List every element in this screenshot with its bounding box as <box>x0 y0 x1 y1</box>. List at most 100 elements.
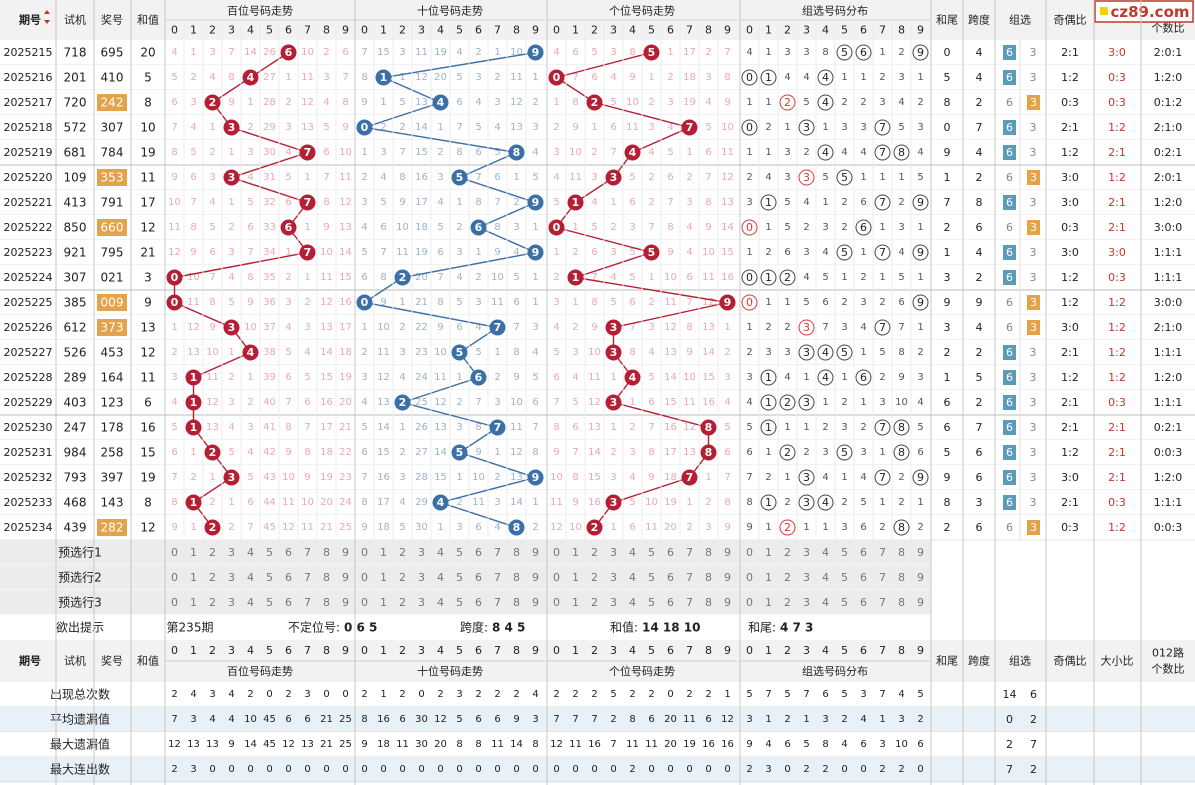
pre-row-digit-6[interactable]: 6 <box>860 571 867 584</box>
pre-row-digit-5[interactable]: 5 <box>841 546 848 559</box>
pre-row-digit-4[interactable]: 4 <box>629 571 636 584</box>
pre-row-digit-9[interactable]: 9 <box>724 596 731 609</box>
pre-row-digit-3[interactable]: 3 <box>803 596 810 609</box>
pre-row-digit-9[interactable]: 9 <box>917 546 924 559</box>
pre-row-digit-3[interactable]: 3 <box>228 571 235 584</box>
pre-row-digit-7[interactable]: 7 <box>686 546 693 559</box>
pre-row-digit-8[interactable]: 8 <box>705 546 712 559</box>
pre-row-digit-1[interactable]: 1 <box>190 546 197 559</box>
pre-row-digit-8[interactable]: 8 <box>513 596 520 609</box>
pre-row-digit-3[interactable]: 3 <box>228 546 235 559</box>
pre-row-digit-1[interactable]: 1 <box>380 571 387 584</box>
pre-row-digit-7[interactable]: 7 <box>879 571 886 584</box>
pre-row-digit-9[interactable]: 9 <box>342 596 349 609</box>
pre-row-digit-5[interactable]: 5 <box>648 571 655 584</box>
pre-row-digit-5[interactable]: 5 <box>841 596 848 609</box>
pre-row-digit-7[interactable]: 7 <box>304 546 311 559</box>
pre-row[interactable]: 预选行3 0 1 2 3 4 5 6 7 8 9 0 1 2 3 4 5 6 7 8 9 0 1 2 3 4 5 6 7 8 9 0 1 2 3 4 5… <box>0 590 931 616</box>
pre-row-digit-7[interactable]: 7 <box>304 571 311 584</box>
pre-row-digit-3[interactable]: 3 <box>228 596 235 609</box>
pre-row-digit-1[interactable]: 1 <box>765 571 772 584</box>
pre-row-digit-5[interactable]: 5 <box>456 596 463 609</box>
pre-row-digit-3[interactable]: 3 <box>418 546 425 559</box>
pre-row-digit-6[interactable]: 6 <box>667 596 674 609</box>
pre-row-digit-3[interactable]: 3 <box>418 596 425 609</box>
pre-row-digit-9[interactable]: 9 <box>532 571 539 584</box>
sort-arrows-icon[interactable] <box>44 10 50 24</box>
pre-row-digit-0[interactable]: 0 <box>553 546 560 559</box>
pre-row-digit-9[interactable]: 9 <box>342 571 349 584</box>
pre-row-digit-2[interactable]: 2 <box>784 596 791 609</box>
pre-row-digit-7[interactable]: 7 <box>494 571 501 584</box>
pre-row-digit-4[interactable]: 4 <box>822 571 829 584</box>
pre-row-digit-4[interactable]: 4 <box>247 546 254 559</box>
pre-row-digit-4[interactable]: 4 <box>247 596 254 609</box>
pre-row-digit-9[interactable]: 9 <box>724 571 731 584</box>
pre-row-digit-7[interactable]: 7 <box>494 546 501 559</box>
pre-row[interactable]: 预选行1 0 1 2 3 4 5 6 7 8 9 0 1 2 3 4 5 6 7 8 9 0 1 2 3 4 5 6 7 8 9 0 1 2 3 4 5… <box>0 540 931 566</box>
pre-row-digit-3[interactable]: 3 <box>610 571 617 584</box>
pre-row[interactable]: 预选行2 0 1 2 3 4 5 6 7 8 9 0 1 2 3 4 5 6 7 8 9 0 1 2 3 4 5 6 7 8 9 0 1 2 3 4 5… <box>0 565 931 591</box>
pre-row-digit-4[interactable]: 4 <box>247 571 254 584</box>
pre-row-digit-8[interactable]: 8 <box>898 596 905 609</box>
pre-row-digit-8[interactable]: 8 <box>323 546 330 559</box>
pre-row-digit-8[interactable]: 8 <box>705 596 712 609</box>
pre-row-digit-0[interactable]: 0 <box>746 596 753 609</box>
pre-row-digit-4[interactable]: 4 <box>629 546 636 559</box>
pre-row-digit-0[interactable]: 0 <box>171 546 178 559</box>
pre-row-digit-5[interactable]: 5 <box>841 571 848 584</box>
pre-row-digit-2[interactable]: 2 <box>399 571 406 584</box>
pre-row-digit-3[interactable]: 3 <box>803 546 810 559</box>
pre-row-digit-7[interactable]: 7 <box>686 596 693 609</box>
pre-row-digit-1[interactable]: 1 <box>190 571 197 584</box>
pre-row-digit-1[interactable]: 1 <box>380 546 387 559</box>
pre-row-digit-3[interactable]: 3 <box>803 571 810 584</box>
pre-row-digit-0[interactable]: 0 <box>746 546 753 559</box>
pre-row-digit-5[interactable]: 5 <box>648 596 655 609</box>
pre-row-digit-0[interactable]: 0 <box>746 571 753 584</box>
pre-row-digit-2[interactable]: 2 <box>209 546 216 559</box>
pre-row-digit-4[interactable]: 4 <box>822 596 829 609</box>
pre-row-digit-1[interactable]: 1 <box>380 596 387 609</box>
pre-row-digit-8[interactable]: 8 <box>705 571 712 584</box>
pre-row-digit-6[interactable]: 6 <box>667 571 674 584</box>
pre-row-digit-8[interactable]: 8 <box>513 571 520 584</box>
pre-row-digit-8[interactable]: 8 <box>513 546 520 559</box>
pre-row-digit-1[interactable]: 1 <box>572 596 579 609</box>
pre-row-digit-8[interactable]: 8 <box>898 546 905 559</box>
pre-row-digit-5[interactable]: 5 <box>456 571 463 584</box>
pre-row-digit-0[interactable]: 0 <box>553 596 560 609</box>
pre-row-digit-7[interactable]: 7 <box>494 596 501 609</box>
pre-row-digit-7[interactable]: 7 <box>879 596 886 609</box>
pre-row-digit-4[interactable]: 4 <box>437 596 444 609</box>
pre-row-digit-3[interactable]: 3 <box>418 571 425 584</box>
pre-row-digit-0[interactable]: 0 <box>171 571 178 584</box>
pre-row-digit-3[interactable]: 3 <box>610 596 617 609</box>
pre-row-digit-9[interactable]: 9 <box>917 596 924 609</box>
pre-row-digit-8[interactable]: 8 <box>323 571 330 584</box>
pre-row-digit-2[interactable]: 2 <box>399 546 406 559</box>
pre-row-digit-7[interactable]: 7 <box>686 571 693 584</box>
pre-row-digit-1[interactable]: 1 <box>572 571 579 584</box>
pre-row-digit-2[interactable]: 2 <box>209 571 216 584</box>
pre-row-digit-4[interactable]: 4 <box>437 571 444 584</box>
pre-row-digit-9[interactable]: 9 <box>342 546 349 559</box>
pre-row-digit-1[interactable]: 1 <box>765 546 772 559</box>
pre-row-digit-0[interactable]: 0 <box>553 571 560 584</box>
pre-row-digit-5[interactable]: 5 <box>648 546 655 559</box>
pre-row-digit-5[interactable]: 5 <box>266 571 273 584</box>
pre-row-digit-0[interactable]: 0 <box>361 571 368 584</box>
pre-row-digit-1[interactable]: 1 <box>190 596 197 609</box>
pre-row-digit-4[interactable]: 4 <box>437 546 444 559</box>
pre-row-digit-6[interactable]: 6 <box>667 546 674 559</box>
pre-row-digit-7[interactable]: 7 <box>304 596 311 609</box>
pre-row-digit-2[interactable]: 2 <box>209 596 216 609</box>
pre-row-digit-2[interactable]: 2 <box>399 596 406 609</box>
pre-row-digit-4[interactable]: 4 <box>822 546 829 559</box>
pre-row-digit-1[interactable]: 1 <box>572 546 579 559</box>
pre-row-digit-0[interactable]: 0 <box>361 546 368 559</box>
pre-row-digit-2[interactable]: 2 <box>591 571 598 584</box>
pre-row-digit-6[interactable]: 6 <box>285 571 292 584</box>
pre-row-digit-0[interactable]: 0 <box>171 596 178 609</box>
pre-row-digit-5[interactable]: 5 <box>456 546 463 559</box>
